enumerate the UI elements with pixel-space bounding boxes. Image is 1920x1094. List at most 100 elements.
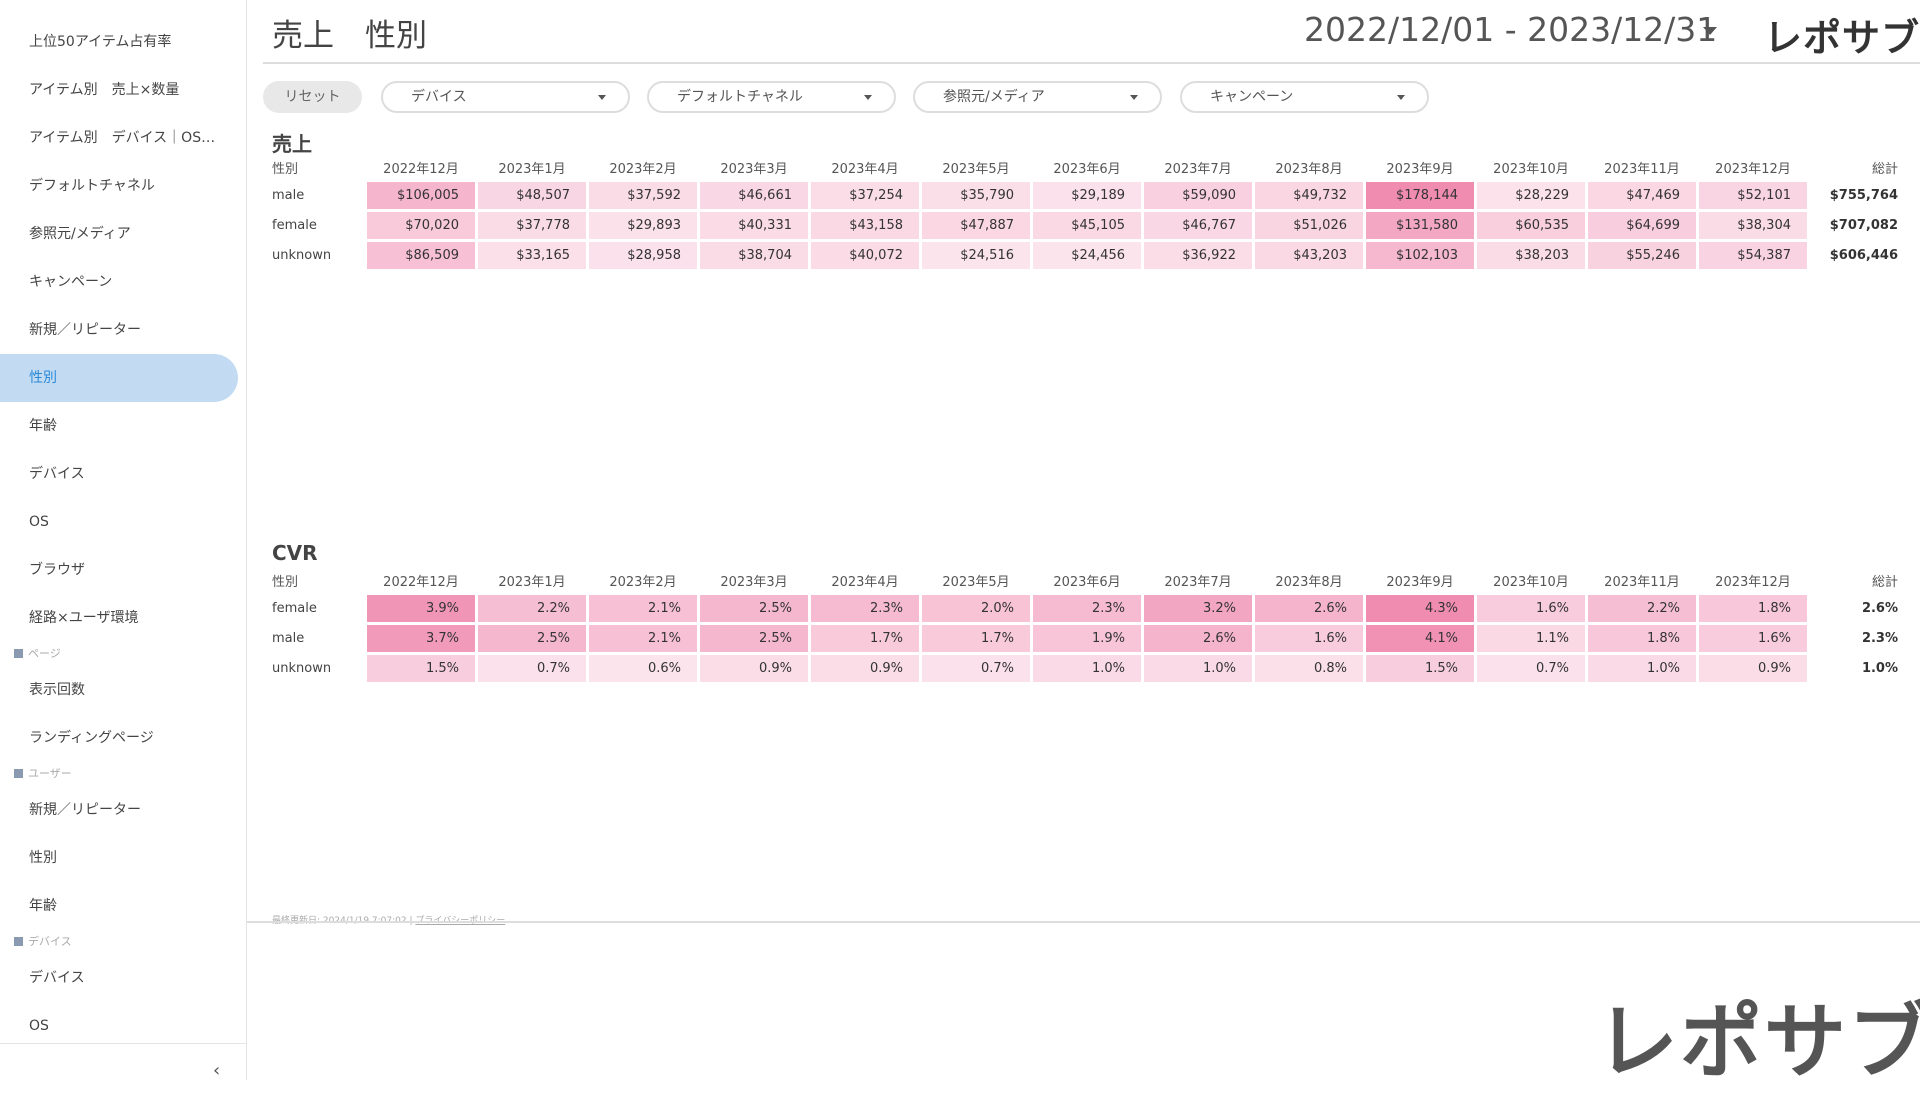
nav-item[interactable]: 性別 xyxy=(0,354,238,402)
heatmap-cell: $24,516 xyxy=(922,242,1030,269)
heatmap-cell: $36,922 xyxy=(1144,242,1252,269)
column-header: 2023年10月 xyxy=(1493,162,1569,177)
column-header: 2023年9月 xyxy=(1386,162,1454,177)
heatmap-cell: 1.0% xyxy=(1144,655,1252,682)
header-rule xyxy=(263,62,1920,64)
nav-item[interactable]: ブラウザ xyxy=(29,562,85,578)
column-header: 2023年3月 xyxy=(720,575,788,590)
table-title: CVR xyxy=(272,541,318,565)
filter-dropdown[interactable]: デフォルトチャネル xyxy=(647,81,896,113)
column-header: 2023年12月 xyxy=(1715,575,1791,590)
heatmap-cell: $59,090 xyxy=(1144,182,1252,209)
filter-dropdown[interactable]: デバイス xyxy=(381,81,630,113)
column-header: 2023年1月 xyxy=(498,575,566,590)
filter-dropdown[interactable]: 参照元/メディア xyxy=(913,81,1162,113)
nav-item[interactable]: 参照元/メディア xyxy=(29,226,131,242)
heatmap-cell: $86,509 xyxy=(367,242,475,269)
heatmap-cell: $55,246 xyxy=(1588,242,1696,269)
nav-item[interactable]: デフォルトチャネル xyxy=(29,178,155,194)
row-total: $606,446 xyxy=(1829,248,1898,263)
heatmap-cell: 1.6% xyxy=(1699,625,1807,652)
table-title: 売上 xyxy=(272,132,312,156)
column-header: 2023年4月 xyxy=(831,162,899,177)
heatmap-cell: 1.1% xyxy=(1477,625,1585,652)
footer-rule xyxy=(247,921,1920,923)
row-total: $755,764 xyxy=(1829,188,1898,203)
heatmap-cell: $46,767 xyxy=(1144,212,1252,239)
nav-item[interactable]: 新規／リピーター xyxy=(29,802,141,818)
heatmap-cell: 1.0% xyxy=(1033,655,1141,682)
heatmap-cell: $45,105 xyxy=(1033,212,1141,239)
heatmap-cell: 1.9% xyxy=(1033,625,1141,652)
row-label: female xyxy=(272,218,317,233)
nav-item[interactable]: 年齢 xyxy=(29,898,57,914)
column-header: 2023年6月 xyxy=(1053,162,1121,177)
nav-item[interactable]: 性別 xyxy=(29,850,57,866)
heatmap-cell: 1.5% xyxy=(367,655,475,682)
column-header: 総計 xyxy=(1871,575,1898,590)
nav-item[interactable]: 経路×ユーザ環境 xyxy=(29,610,139,626)
date-range[interactable]: 2022/12/01 - 2023/12/31 xyxy=(1304,10,1718,49)
heatmap-cell: $29,189 xyxy=(1033,182,1141,209)
column-header: 2022年12月 xyxy=(383,162,459,177)
heatmap-cell: 2.1% xyxy=(589,625,697,652)
heatmap-cell: 3.9% xyxy=(367,595,475,622)
nav-item[interactable]: OS xyxy=(29,514,49,530)
heatmap-cell: 1.5% xyxy=(1366,655,1474,682)
reset-button[interactable]: リセット xyxy=(263,81,362,113)
heatmap-cell: $43,158 xyxy=(811,212,919,239)
heatmap-cell: $37,778 xyxy=(478,212,586,239)
row-label: unknown xyxy=(272,661,332,676)
row-label: unknown xyxy=(272,248,332,263)
column-header: 2023年2月 xyxy=(609,575,677,590)
heatmap-cell: 2.5% xyxy=(478,625,586,652)
nav-item[interactable]: アイテム別 デバイス｜OS… xyxy=(29,130,216,146)
heatmap-cell: 0.8% xyxy=(1255,655,1363,682)
row-total: 2.6% xyxy=(1861,601,1898,616)
heatmap-cell: $48,507 xyxy=(478,182,586,209)
logo: レポサブ xyxy=(1764,16,1920,60)
sidebar-section: ページ xyxy=(14,642,61,666)
heatmap-cell: 0.9% xyxy=(1699,655,1807,682)
heatmap-cell: 2.6% xyxy=(1255,595,1363,622)
heatmap-cell: $38,704 xyxy=(700,242,808,269)
heatmap-cell: 1.8% xyxy=(1588,625,1696,652)
heatmap-cell: $24,456 xyxy=(1033,242,1141,269)
heatmap-cell: 1.0% xyxy=(1588,655,1696,682)
heatmap-cell: $47,469 xyxy=(1588,182,1696,209)
heatmap-cell: 0.6% xyxy=(589,655,697,682)
heatmap-cell: $70,020 xyxy=(367,212,475,239)
date-caret[interactable] xyxy=(1703,27,1717,42)
heatmap-cell: 2.5% xyxy=(700,625,808,652)
filter-dropdown[interactable]: キャンペーン xyxy=(1180,81,1429,113)
column-header: 2023年7月 xyxy=(1164,575,1232,590)
column-header: 2023年11月 xyxy=(1604,575,1680,590)
heatmap-cell: $40,072 xyxy=(811,242,919,269)
nav-item[interactable]: アイテム別 売上×数量 xyxy=(29,82,180,98)
nav-item[interactable]: デバイス xyxy=(29,466,85,482)
nav-item[interactable]: 新規／リピーター xyxy=(29,322,141,338)
row-label: male xyxy=(272,631,305,646)
nav-item[interactable]: 表示回数 xyxy=(29,682,85,698)
column-header: 2023年2月 xyxy=(609,162,677,177)
heatmap-cell: 2.2% xyxy=(1588,595,1696,622)
heatmap-cell: $43,203 xyxy=(1255,242,1363,269)
nav-item[interactable]: キャンペーン xyxy=(29,274,113,290)
heatmap-cell: $47,887 xyxy=(922,212,1030,239)
nav-item[interactable]: デバイス xyxy=(29,970,85,986)
collapse-button[interactable]: ‹ xyxy=(213,1060,221,1081)
heatmap-cell: 2.0% xyxy=(922,595,1030,622)
column-header: 2023年5月 xyxy=(942,575,1010,590)
nav-item[interactable]: 年齢 xyxy=(29,418,57,434)
heatmap-cell: $102,103 xyxy=(1366,242,1474,269)
row-total: 2.3% xyxy=(1861,631,1898,646)
nav-item[interactable]: 上位50アイテム占有率 xyxy=(29,34,172,50)
nav-item[interactable]: ランディングページ xyxy=(29,730,154,746)
heatmap-cell: $33,165 xyxy=(478,242,586,269)
heatmap-cell: 2.6% xyxy=(1144,625,1252,652)
heatmap-cell: 1.6% xyxy=(1255,625,1363,652)
heatmap-cell: $178,144 xyxy=(1366,182,1474,209)
nav-item[interactable]: OS xyxy=(29,1018,49,1034)
heatmap-cell: $37,254 xyxy=(811,182,919,209)
heatmap-cell: $52,101 xyxy=(1699,182,1807,209)
